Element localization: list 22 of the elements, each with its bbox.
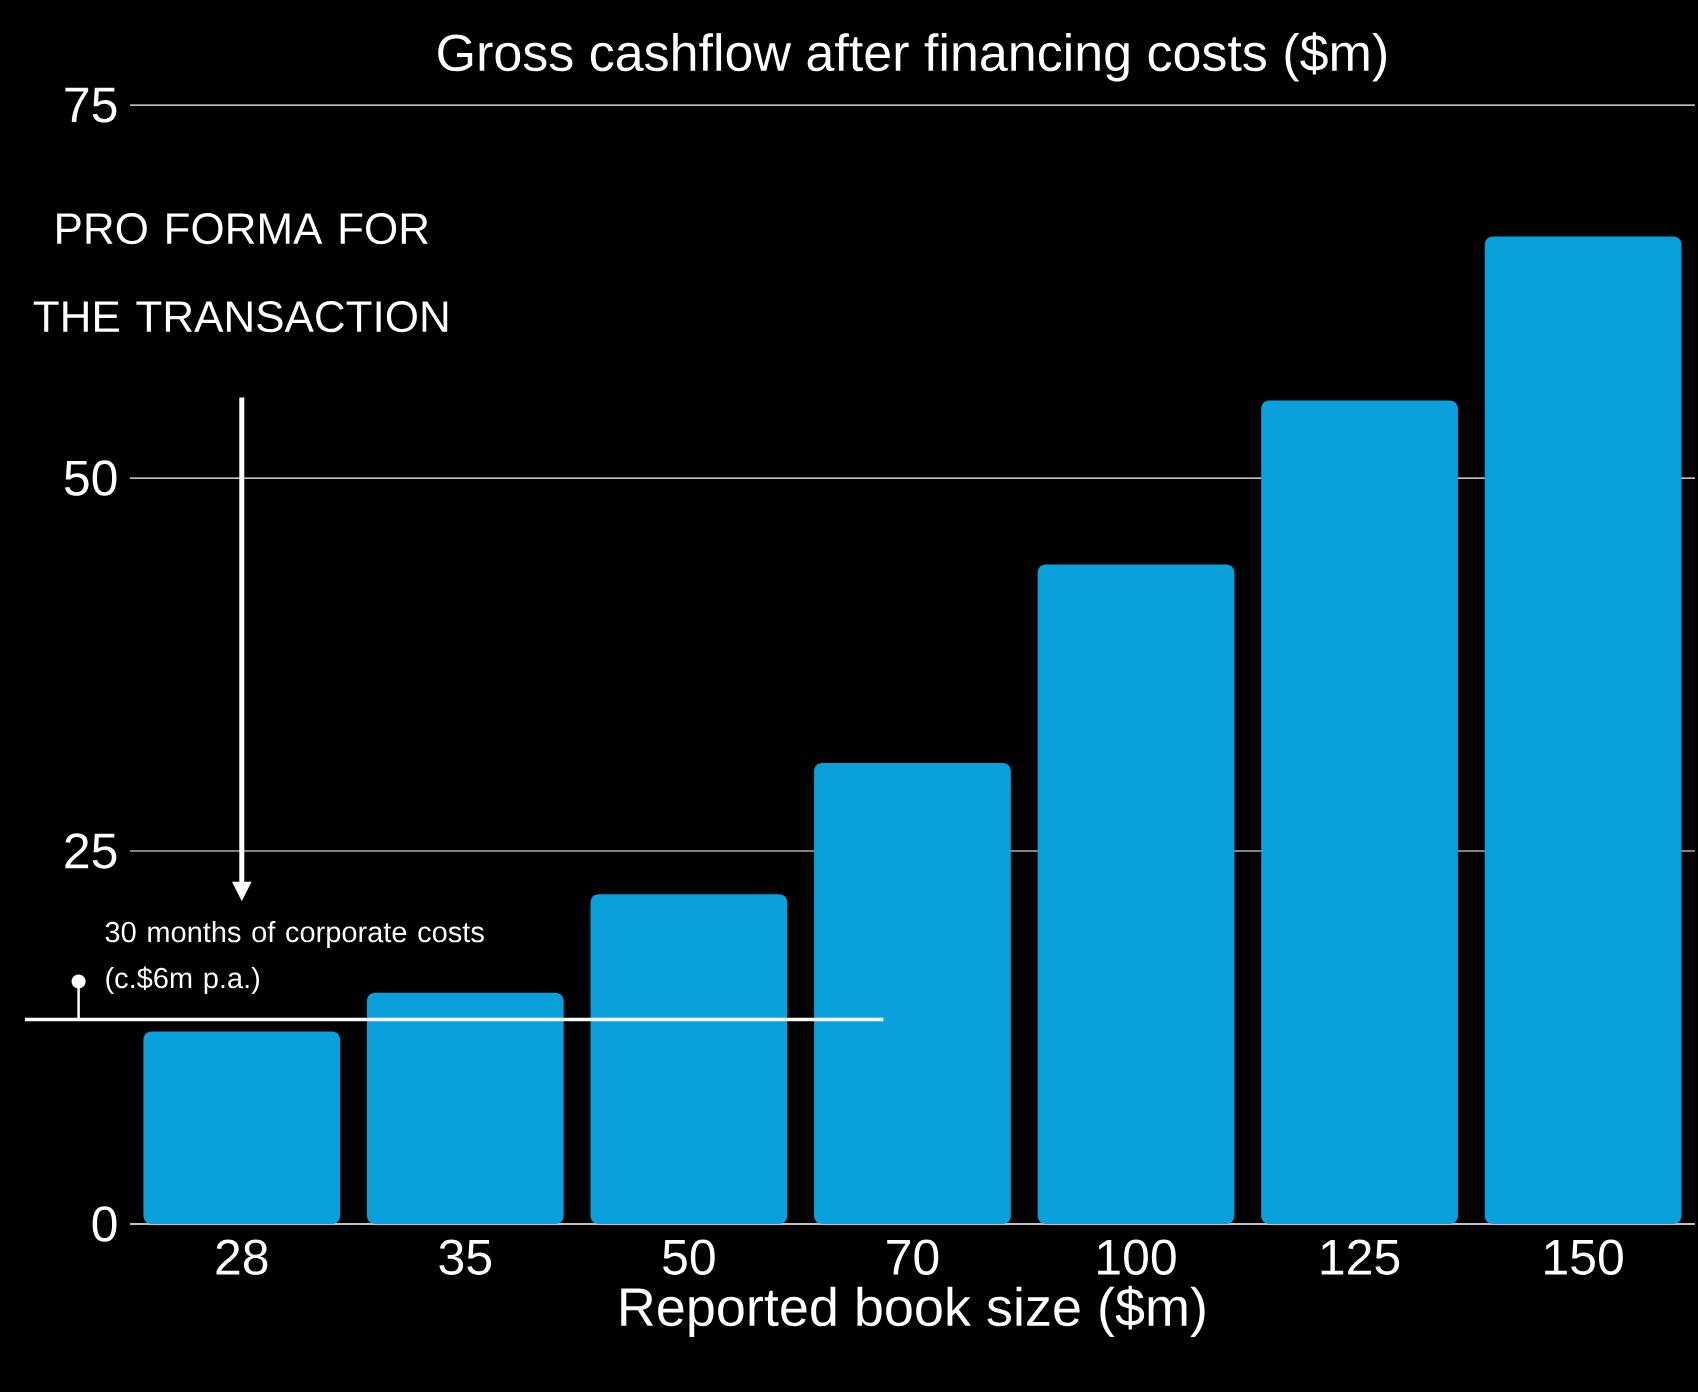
x-axis-title: Reported book size ($m) [621, 1285, 1205, 1337]
y-tick-label: 0 [92, 1206, 117, 1242]
y-tick-label: 75 [65, 87, 117, 123]
bar [590, 894, 788, 1224]
y-tick-label: 50 [64, 460, 117, 496]
legend-label: 30 months of corporate costs (c.$6m p.a.) [105, 921, 484, 995]
bar [1484, 236, 1682, 1224]
bar [143, 1031, 341, 1224]
x-tick-label: 35 [439, 1239, 492, 1275]
y-tick-label: 25 [65, 833, 117, 869]
x-tick-label: 70 [887, 1239, 939, 1275]
x-tick-label: 150 [1545, 1239, 1623, 1275]
bar [1261, 400, 1458, 1224]
x-tick-label: 125 [1321, 1239, 1400, 1275]
x-tick-label: 28 [216, 1239, 268, 1275]
chart-title: Gross cashflow after financing costs ($m) [438, 32, 1386, 82]
x-tick-label: 50 [663, 1239, 715, 1275]
x-tick-label: 100 [1098, 1239, 1176, 1275]
bar [1037, 564, 1235, 1224]
bar [366, 992, 564, 1224]
bar [814, 763, 1011, 1224]
text: PRO FORMA FOR THE TRANSACTION [33, 213, 448, 333]
